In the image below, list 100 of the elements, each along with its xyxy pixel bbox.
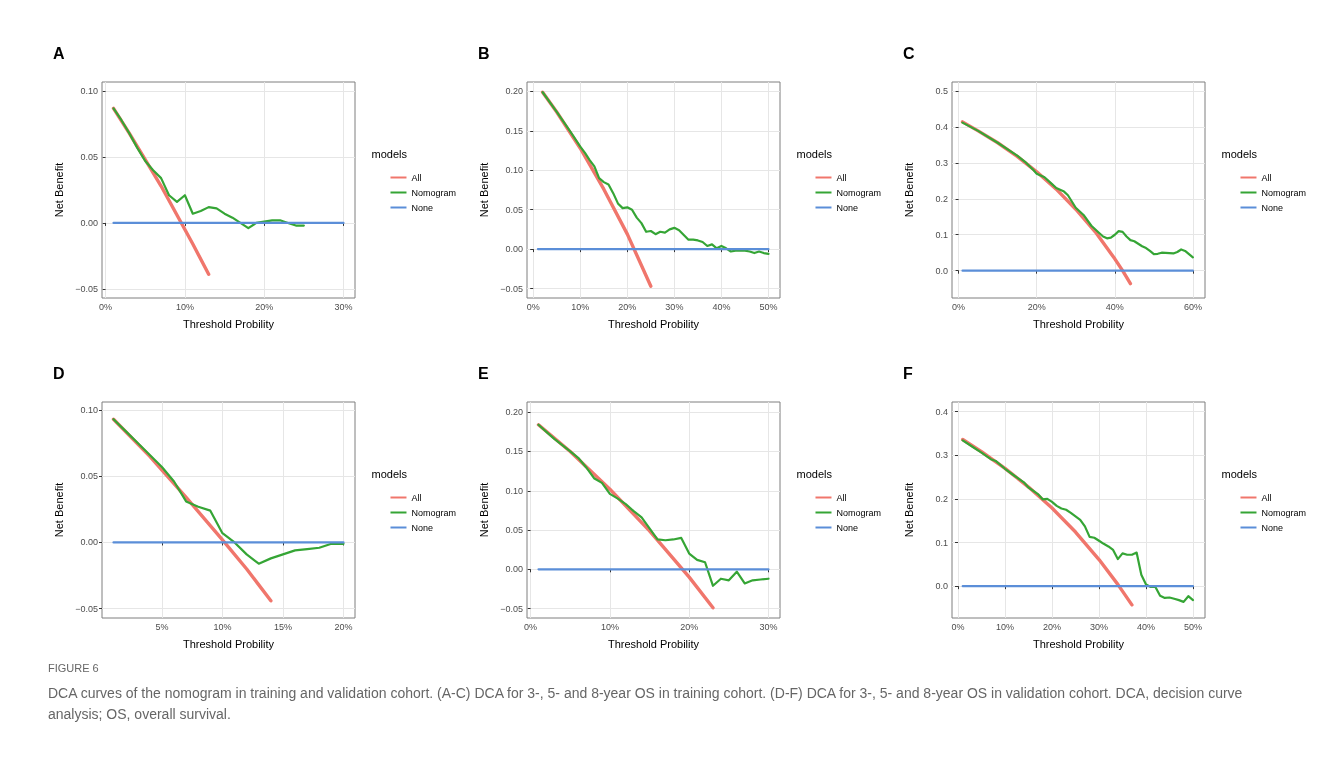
y-tick-label: 0.00 [505,244,523,255]
x-tick-label: 20% [1027,301,1046,312]
y-tick-label: 0.15 [505,125,523,136]
x-tick-label: 40% [1105,301,1124,312]
y-axis-title: Net Benefit [52,162,65,218]
y-tick-label: 0.4 [935,406,948,417]
legend-label: Nomogram [411,507,456,518]
x-tick-label: 10% [175,301,194,312]
x-tick-label: 20% [1043,621,1062,632]
x-tick-label: 30% [334,301,353,312]
line-series [537,423,770,587]
y-tick-label: 0.0 [935,265,948,276]
x-tick-label: 10% [571,301,590,312]
y-tick-label: 0.05 [505,525,523,536]
y-tick-label: 0.10 [80,86,98,97]
line-series [112,107,305,230]
chart-title: D [53,364,65,382]
x-tick-label: 0% [99,301,113,312]
x-tick-label: 50% [1184,621,1203,632]
legend-label: None [411,522,433,533]
x-tick-label: 10% [600,621,619,632]
legend-title: models [796,147,833,160]
legend-title: models [796,467,833,480]
x-tick-label: 5% [155,621,169,632]
y-axis-title: Net Benefit [902,482,915,538]
x-tick-label: 30% [759,621,778,632]
legend-label: All [836,492,847,503]
y-tick-label: 0.0 [935,581,948,592]
legend-label: All [836,172,847,183]
x-tick-label: 30% [1090,621,1109,632]
chart-title: A [53,44,65,62]
caption: FIGURE 6 [48,661,100,676]
y-tick-label: 0.10 [505,165,523,176]
y-tick-label: 0.00 [505,564,523,575]
y-tick-label: −0.05 [75,283,98,294]
y-tick-label: 0.00 [80,537,98,548]
x-tick-label: 40% [1137,621,1156,632]
chart-title: B [478,44,490,62]
y-tick-label: −0.05 [500,603,523,614]
y-axis-title: Net Benefit [52,482,65,538]
legend-label: Nomogram [1261,507,1306,518]
x-tick-label: 20% [255,301,274,312]
y-tick-label: 0.10 [80,404,98,415]
x-axis-title: Threshold Probility [1032,317,1125,330]
y-tick-label: 0.5 [935,85,948,96]
legend-title: models [371,467,408,480]
line-series [961,121,1194,259]
x-axis-title: Threshold Probility [607,317,700,330]
x-tick-label: 0% [524,621,538,632]
x-tick-label: 50% [759,301,778,312]
x-tick-label: 60% [1183,301,1202,312]
legend-label: Nomogram [836,187,881,198]
legend-label: None [411,202,433,213]
legend-label: None [836,522,858,533]
x-tick-label: 0% [952,301,966,312]
x-tick-label: 20% [334,621,353,632]
x-tick-label: 10% [213,621,232,632]
y-tick-label: 0.00 [80,217,98,228]
x-tick-label: 20% [618,301,637,312]
legend-label: Nomogram [1261,187,1306,198]
y-axis-title: Net Benefit [902,162,915,218]
y-tick-label: 0.20 [505,407,523,418]
legend-label: None [1261,522,1283,533]
x-tick-label: 10% [996,621,1015,632]
y-tick-label: 0.10 [505,485,523,496]
legend-label: None [836,202,858,213]
legend-label: Nomogram [411,187,456,198]
x-axis-title: Threshold Probility [182,637,275,650]
y-tick-label: 0.2 [935,193,948,204]
y-tick-label: 0.3 [935,450,948,461]
legend-title: models [371,147,408,160]
legend-label: All [411,172,422,183]
y-tick-label: 0.05 [505,204,523,215]
legend-title: models [1221,147,1258,160]
x-tick-label: 30% [665,301,684,312]
x-axis-title: Threshold Probility [182,317,275,330]
legend-label: All [411,492,422,503]
x-tick-label: 20% [680,621,699,632]
text: DCA curves of the nomogram in training and validation cohort. (A-C) DCA for 3-, 5- and 8-year OS in training cohort. (D-F) DCA for 3-, 5- and 8-year OS in validation cohort. DCA, decision curve analysis; OS, overall survival. [48,684,1244,724]
legend-label: Nomogram [836,507,881,518]
line-series [541,91,770,255]
legend-label: All [1261,492,1272,503]
y-tick-label: 0.05 [80,152,98,163]
x-tick-label: 40% [712,301,731,312]
y-axis-title: Net Benefit [477,162,490,218]
line-series [112,418,345,565]
chart-title: F [903,364,913,382]
y-tick-label: 0.1 [935,537,948,548]
chart-title: C [903,44,915,62]
legend-title: models [1221,467,1258,480]
y-axis-title: Net Benefit [477,482,490,538]
legend-label: None [1261,202,1283,213]
chart-title: E [478,364,489,382]
x-axis-title: Threshold Probility [1032,637,1125,650]
y-tick-label: 0.1 [935,229,948,240]
x-tick-label: 0% [526,301,540,312]
y-tick-label: 0.05 [80,471,98,482]
y-tick-label: 0.20 [505,86,523,97]
x-tick-label: 0% [951,621,965,632]
y-tick-label: 0.2 [935,493,948,504]
